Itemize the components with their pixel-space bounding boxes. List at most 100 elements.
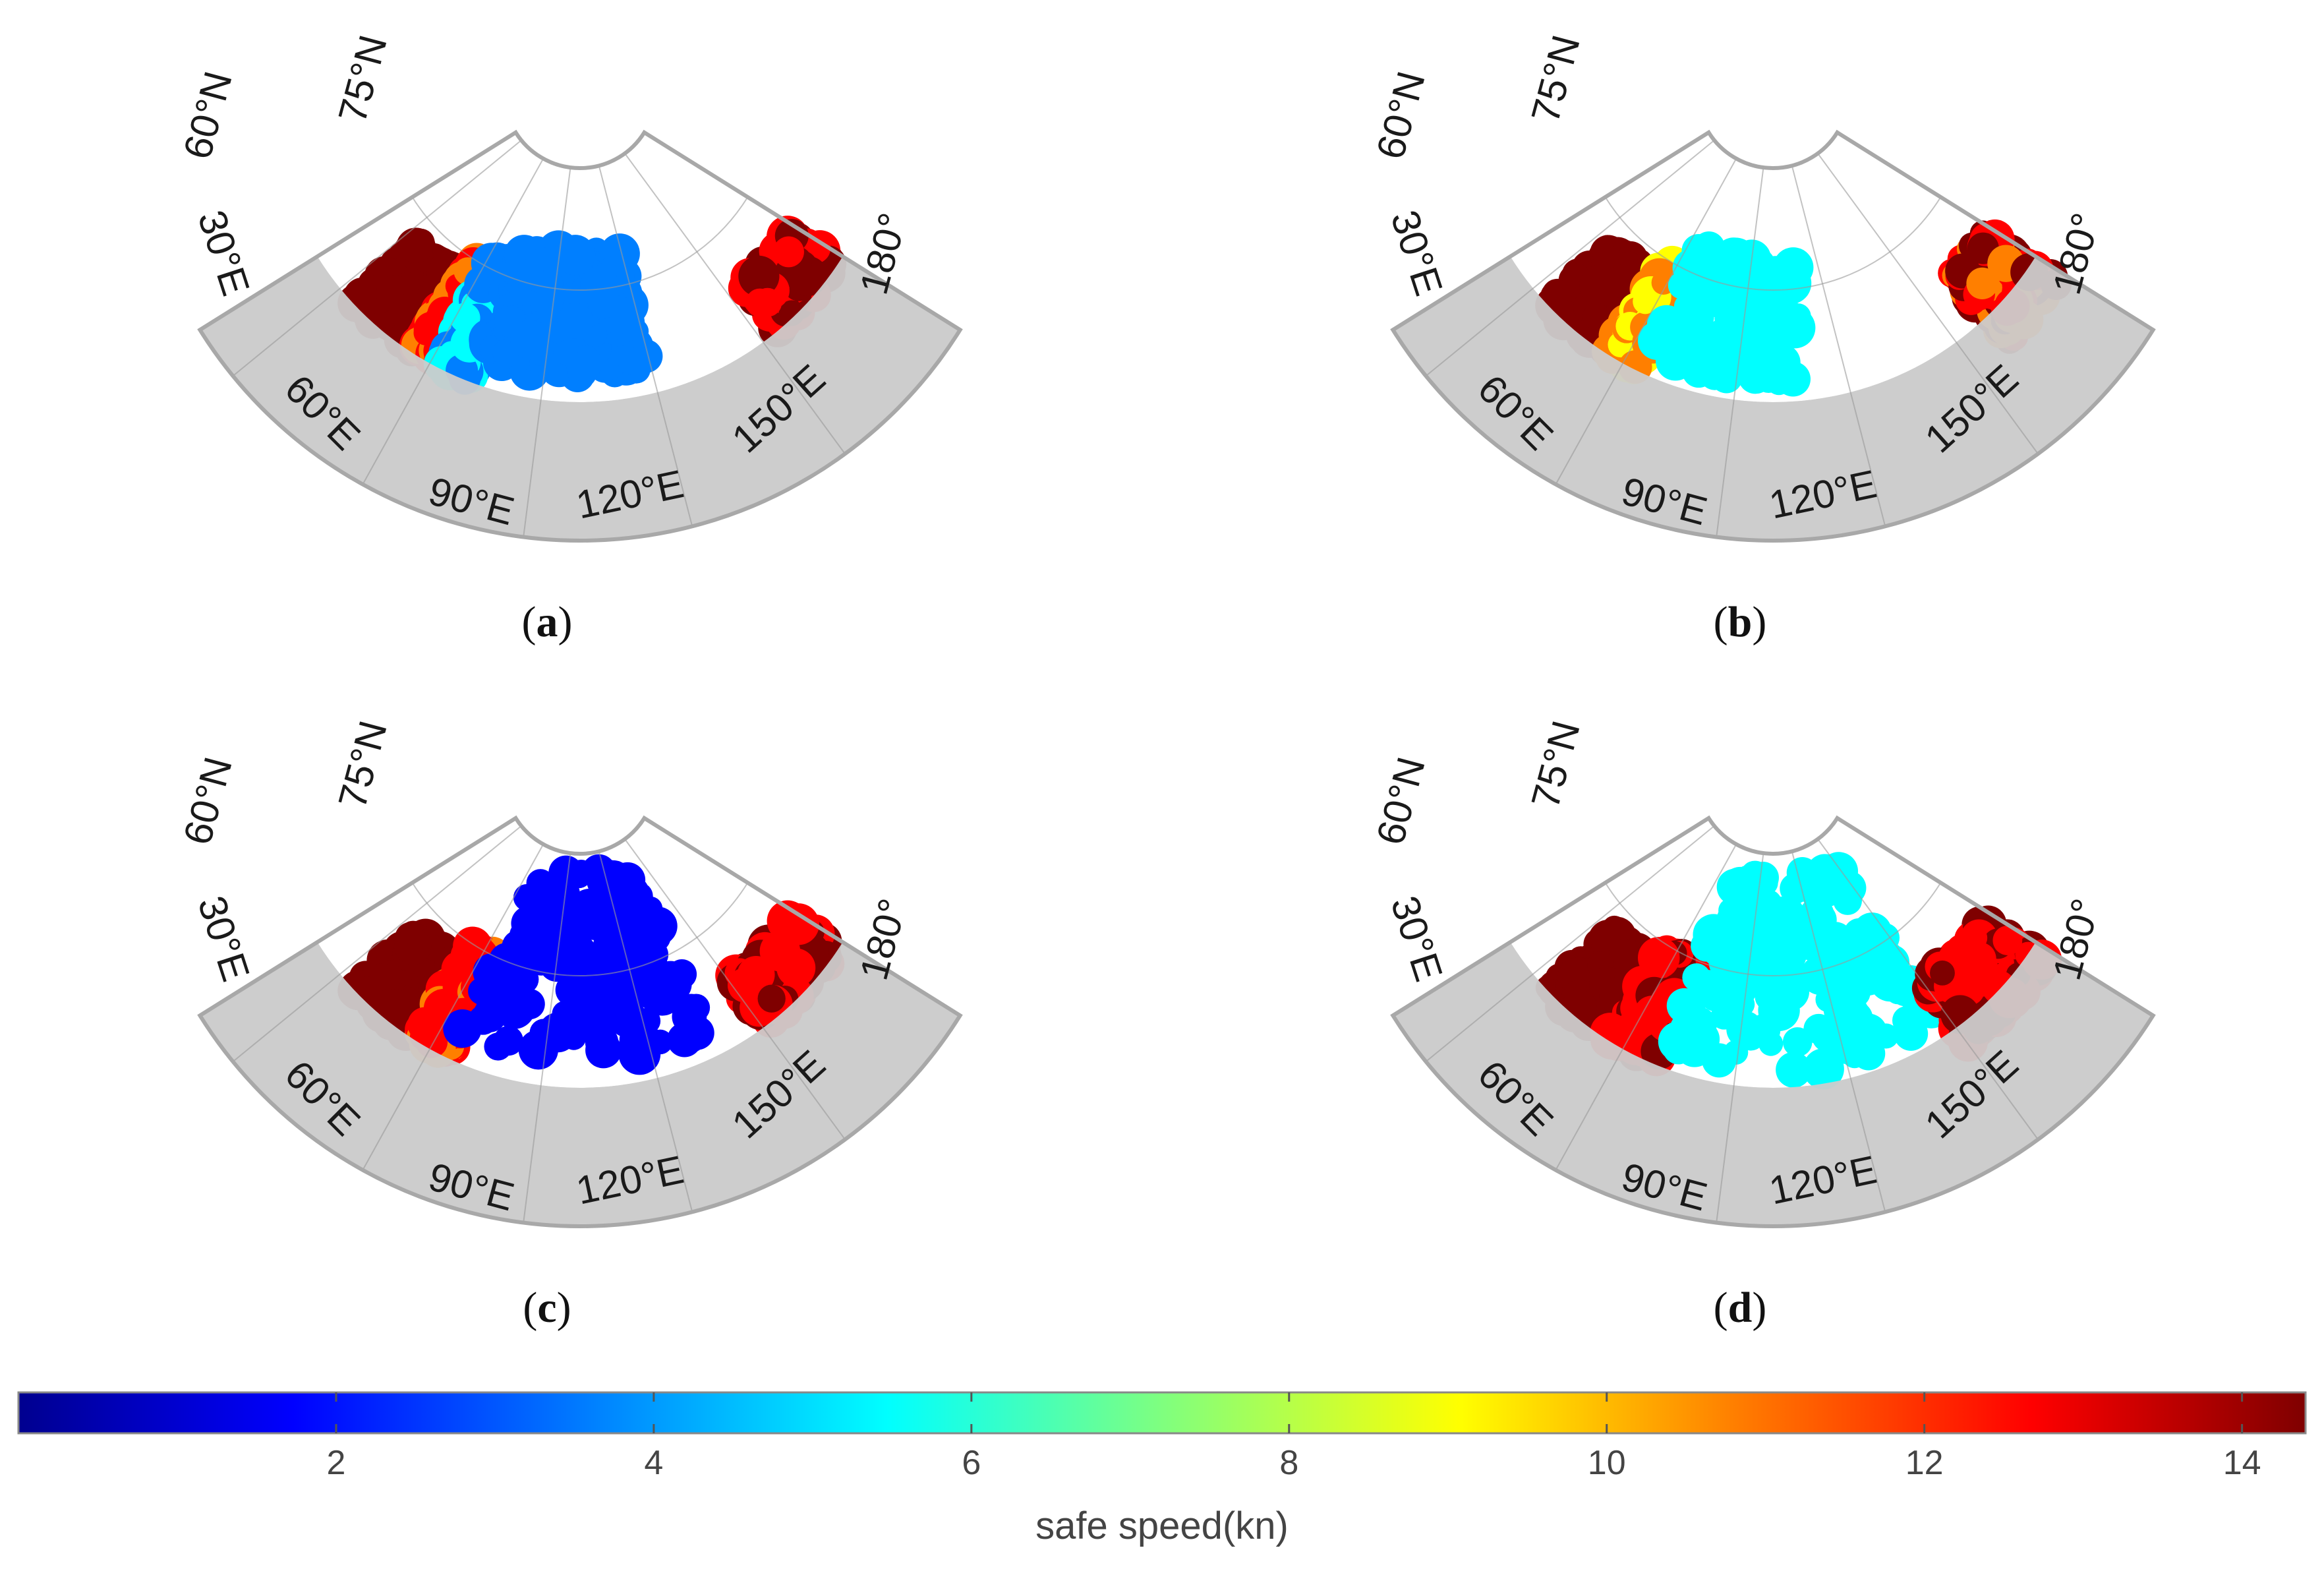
- speed-cell: [1819, 1040, 1847, 1068]
- speed-cell: [541, 919, 569, 947]
- speed-cell: [1774, 307, 1816, 349]
- speed-cell: [591, 263, 617, 289]
- lat-label: 60°N: [175, 67, 240, 164]
- panel-caption: (c): [523, 1284, 571, 1332]
- speed-cell: [676, 994, 707, 1025]
- speed-cell: [1727, 902, 1758, 934]
- colorbar-gradient: [17, 1391, 2307, 1435]
- speed-cell: [1963, 942, 1996, 976]
- speed-cell: [1718, 295, 1743, 320]
- meridian-line: [1555, 844, 1737, 1171]
- speed-cell: [1656, 342, 1689, 375]
- speed-cell: [510, 320, 550, 360]
- speed-cell: [1679, 1006, 1717, 1044]
- colorbar-tick-label: 2: [326, 1444, 345, 1482]
- speed-cell: [1716, 965, 1758, 1007]
- colorbar-title: safe speed(kn): [1035, 1504, 1289, 1547]
- speed-cell: [1803, 1013, 1834, 1044]
- speed-cell: [587, 288, 619, 319]
- lon-label: 180°: [852, 894, 915, 984]
- coast-land: [1393, 256, 2153, 541]
- speed-cell: [1832, 875, 1862, 905]
- lon-label: 30°E: [189, 891, 258, 986]
- parallel-line: [411, 196, 749, 291]
- speed-cell: [537, 296, 563, 322]
- speed-cell: [1757, 974, 1788, 1006]
- parallel-line: [1604, 882, 1942, 976]
- speed-cell: [535, 944, 567, 976]
- map-frame: [197, 815, 963, 1229]
- speed-cell: [610, 907, 647, 945]
- speed-cell: [1774, 897, 1805, 928]
- speed-cell: [757, 984, 786, 1013]
- speed-cell: [1962, 925, 1988, 951]
- meridian-line: [232, 825, 522, 1063]
- lat-label: 60°N: [175, 752, 240, 849]
- speed-cell: [486, 951, 523, 988]
- meridian-line: [523, 167, 571, 537]
- lon-label: 30°E: [1382, 891, 1451, 986]
- speed-cell: [1583, 303, 1610, 330]
- panel-caption-letter: d: [1728, 1284, 1753, 1332]
- parallel-line: [1604, 196, 1942, 291]
- coast-land: [1393, 942, 2153, 1226]
- speed-cell: [493, 1026, 524, 1056]
- lon-label: 30°E: [189, 205, 258, 301]
- speed-cell: [618, 347, 645, 376]
- meridian-line: [232, 139, 522, 377]
- colorbar-tick-label: 8: [1279, 1444, 1298, 1482]
- speed-cell: [1966, 267, 1998, 300]
- colorbar-tick-label: 12: [1905, 1444, 1944, 1482]
- speed-cell: [398, 228, 434, 264]
- lat-label: 75°N: [1523, 30, 1588, 127]
- speed-cell: [638, 896, 663, 921]
- meridian-line: [624, 153, 846, 454]
- meridian-line: [1817, 839, 2039, 1140]
- speed-cell: [1776, 1052, 1812, 1088]
- panel-caption-letter: c: [537, 1284, 556, 1332]
- speed-cell: [1768, 267, 1804, 303]
- speed-cell: [620, 1032, 653, 1065]
- meridian-line: [1425, 139, 1715, 377]
- speed-cell: [1892, 1006, 1921, 1035]
- meridian-line: [362, 158, 544, 485]
- meridian-line: [598, 851, 693, 1212]
- colorbar-tick-label: 14: [2223, 1444, 2261, 1482]
- lon-label: 30°E: [1382, 205, 1451, 301]
- map-frame: [1390, 129, 2156, 543]
- speed-cell: [571, 889, 608, 925]
- lon-label: 180°: [2045, 208, 2108, 299]
- speed-cell: [1873, 1023, 1899, 1049]
- speed-cell: [562, 1025, 587, 1050]
- panel-caption-letter: a: [537, 598, 558, 646]
- speed-cell: [753, 287, 782, 317]
- speed-cell: [1724, 873, 1759, 908]
- lat-label: 60°N: [1368, 752, 1433, 849]
- speed-cell: [517, 258, 544, 284]
- map-frame: [197, 129, 963, 543]
- meridian-line: [1716, 167, 1764, 537]
- speed-cell: [1800, 955, 1840, 996]
- speed-cell: [1724, 1040, 1749, 1065]
- panel-caption: (d): [1714, 1284, 1767, 1332]
- colorbar-tick-label: 4: [644, 1444, 663, 1482]
- meridian-line: [1425, 825, 1715, 1063]
- lat-label: 75°N: [330, 30, 395, 127]
- speed-cell: [773, 236, 804, 268]
- speed-cell: [1992, 926, 2023, 955]
- speed-cell: [738, 255, 780, 297]
- speed-cell: [1684, 278, 1714, 307]
- speed-cell: [1683, 986, 1709, 1012]
- speed-cell: [1799, 897, 1834, 932]
- speed-cell: [1780, 873, 1811, 904]
- colorbar-tick-label: 6: [962, 1444, 981, 1482]
- speed-cell: [610, 862, 646, 898]
- lon-label: 180°: [852, 208, 915, 299]
- panel-caption: (a): [522, 598, 573, 646]
- speed-cell: [1638, 937, 1680, 979]
- meridian-line: [523, 852, 571, 1223]
- speed-cell: [1797, 934, 1824, 961]
